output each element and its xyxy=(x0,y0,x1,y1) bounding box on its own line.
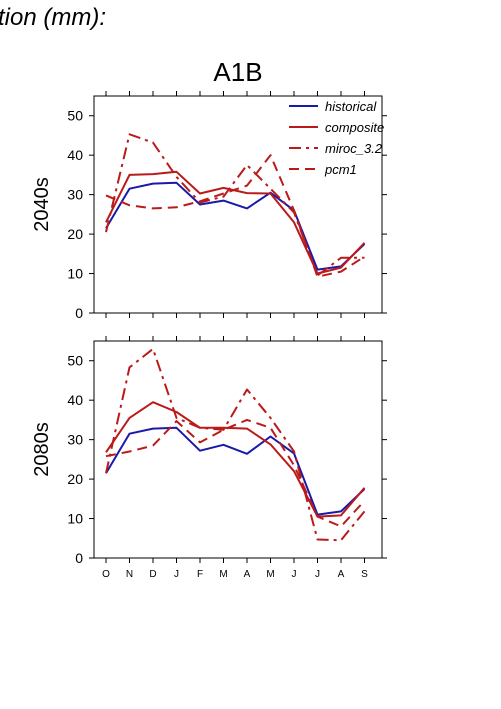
x-tick-label: A xyxy=(338,569,345,580)
x-tick-label: A xyxy=(244,569,251,580)
y-tick-label: 10 xyxy=(67,266,83,282)
page-header-text: tion (mm): xyxy=(0,4,106,31)
y-tick-label: 0 xyxy=(75,550,83,566)
y-tick-label: 20 xyxy=(67,471,83,487)
legend-label: composite xyxy=(325,120,384,135)
chart-panel-2080s: 0 10 20 30 40 50 O N D J F M A M J J A S 2080s xyxy=(31,336,387,580)
x-tick-label: F xyxy=(197,569,203,580)
legend-label: pcm1 xyxy=(324,162,357,177)
series-line-composite xyxy=(105,170,366,275)
x-tick-label: J xyxy=(315,569,320,580)
y-tick-label: 20 xyxy=(67,226,83,242)
y-tick-label: 0 xyxy=(75,305,83,321)
x-tick-label: J xyxy=(174,569,179,580)
series-line-historical xyxy=(105,426,366,516)
series-line-pcm1 xyxy=(105,154,366,278)
series-line-historical xyxy=(105,181,366,271)
x-tick-label: S xyxy=(361,569,368,580)
x-tick-label: D xyxy=(149,569,156,580)
y-tick-label: 30 xyxy=(67,187,83,203)
series-line-miroc-3-2 xyxy=(105,347,366,542)
x-tick-label: M xyxy=(219,569,227,580)
chart-panel-2040s: 0 10 20 30 40 50 2040s historical composite miroc… xyxy=(31,91,387,321)
chart-title: A1B xyxy=(213,57,262,87)
legend-label: historical xyxy=(325,99,377,114)
panel-label-2080s: 2080s xyxy=(31,422,53,477)
y-tick-label: 10 xyxy=(67,511,83,527)
series-line-pcm1 xyxy=(105,418,366,528)
y-tick-label: 40 xyxy=(67,392,83,408)
series-line-composite xyxy=(105,401,366,518)
y-tick-label: 50 xyxy=(67,353,83,369)
x-tick-label: J xyxy=(292,569,297,580)
plot-frame xyxy=(93,95,383,314)
y-tick-label: 50 xyxy=(67,108,83,124)
plot-frame xyxy=(93,340,383,559)
x-tick-label: M xyxy=(266,569,274,580)
legend-label: miroc_3.2 xyxy=(325,141,383,156)
y-tick-label: 40 xyxy=(67,147,83,163)
y-tick-label: 30 xyxy=(67,432,83,448)
panel-label-2040s: 2040s xyxy=(31,177,53,232)
chart-legend: historical composite miroc_3.2 pcm1 xyxy=(289,99,384,177)
series-line-miroc-3-2 xyxy=(105,133,365,277)
x-tick-label: N xyxy=(126,569,133,580)
x-tick-label: O xyxy=(102,569,110,580)
